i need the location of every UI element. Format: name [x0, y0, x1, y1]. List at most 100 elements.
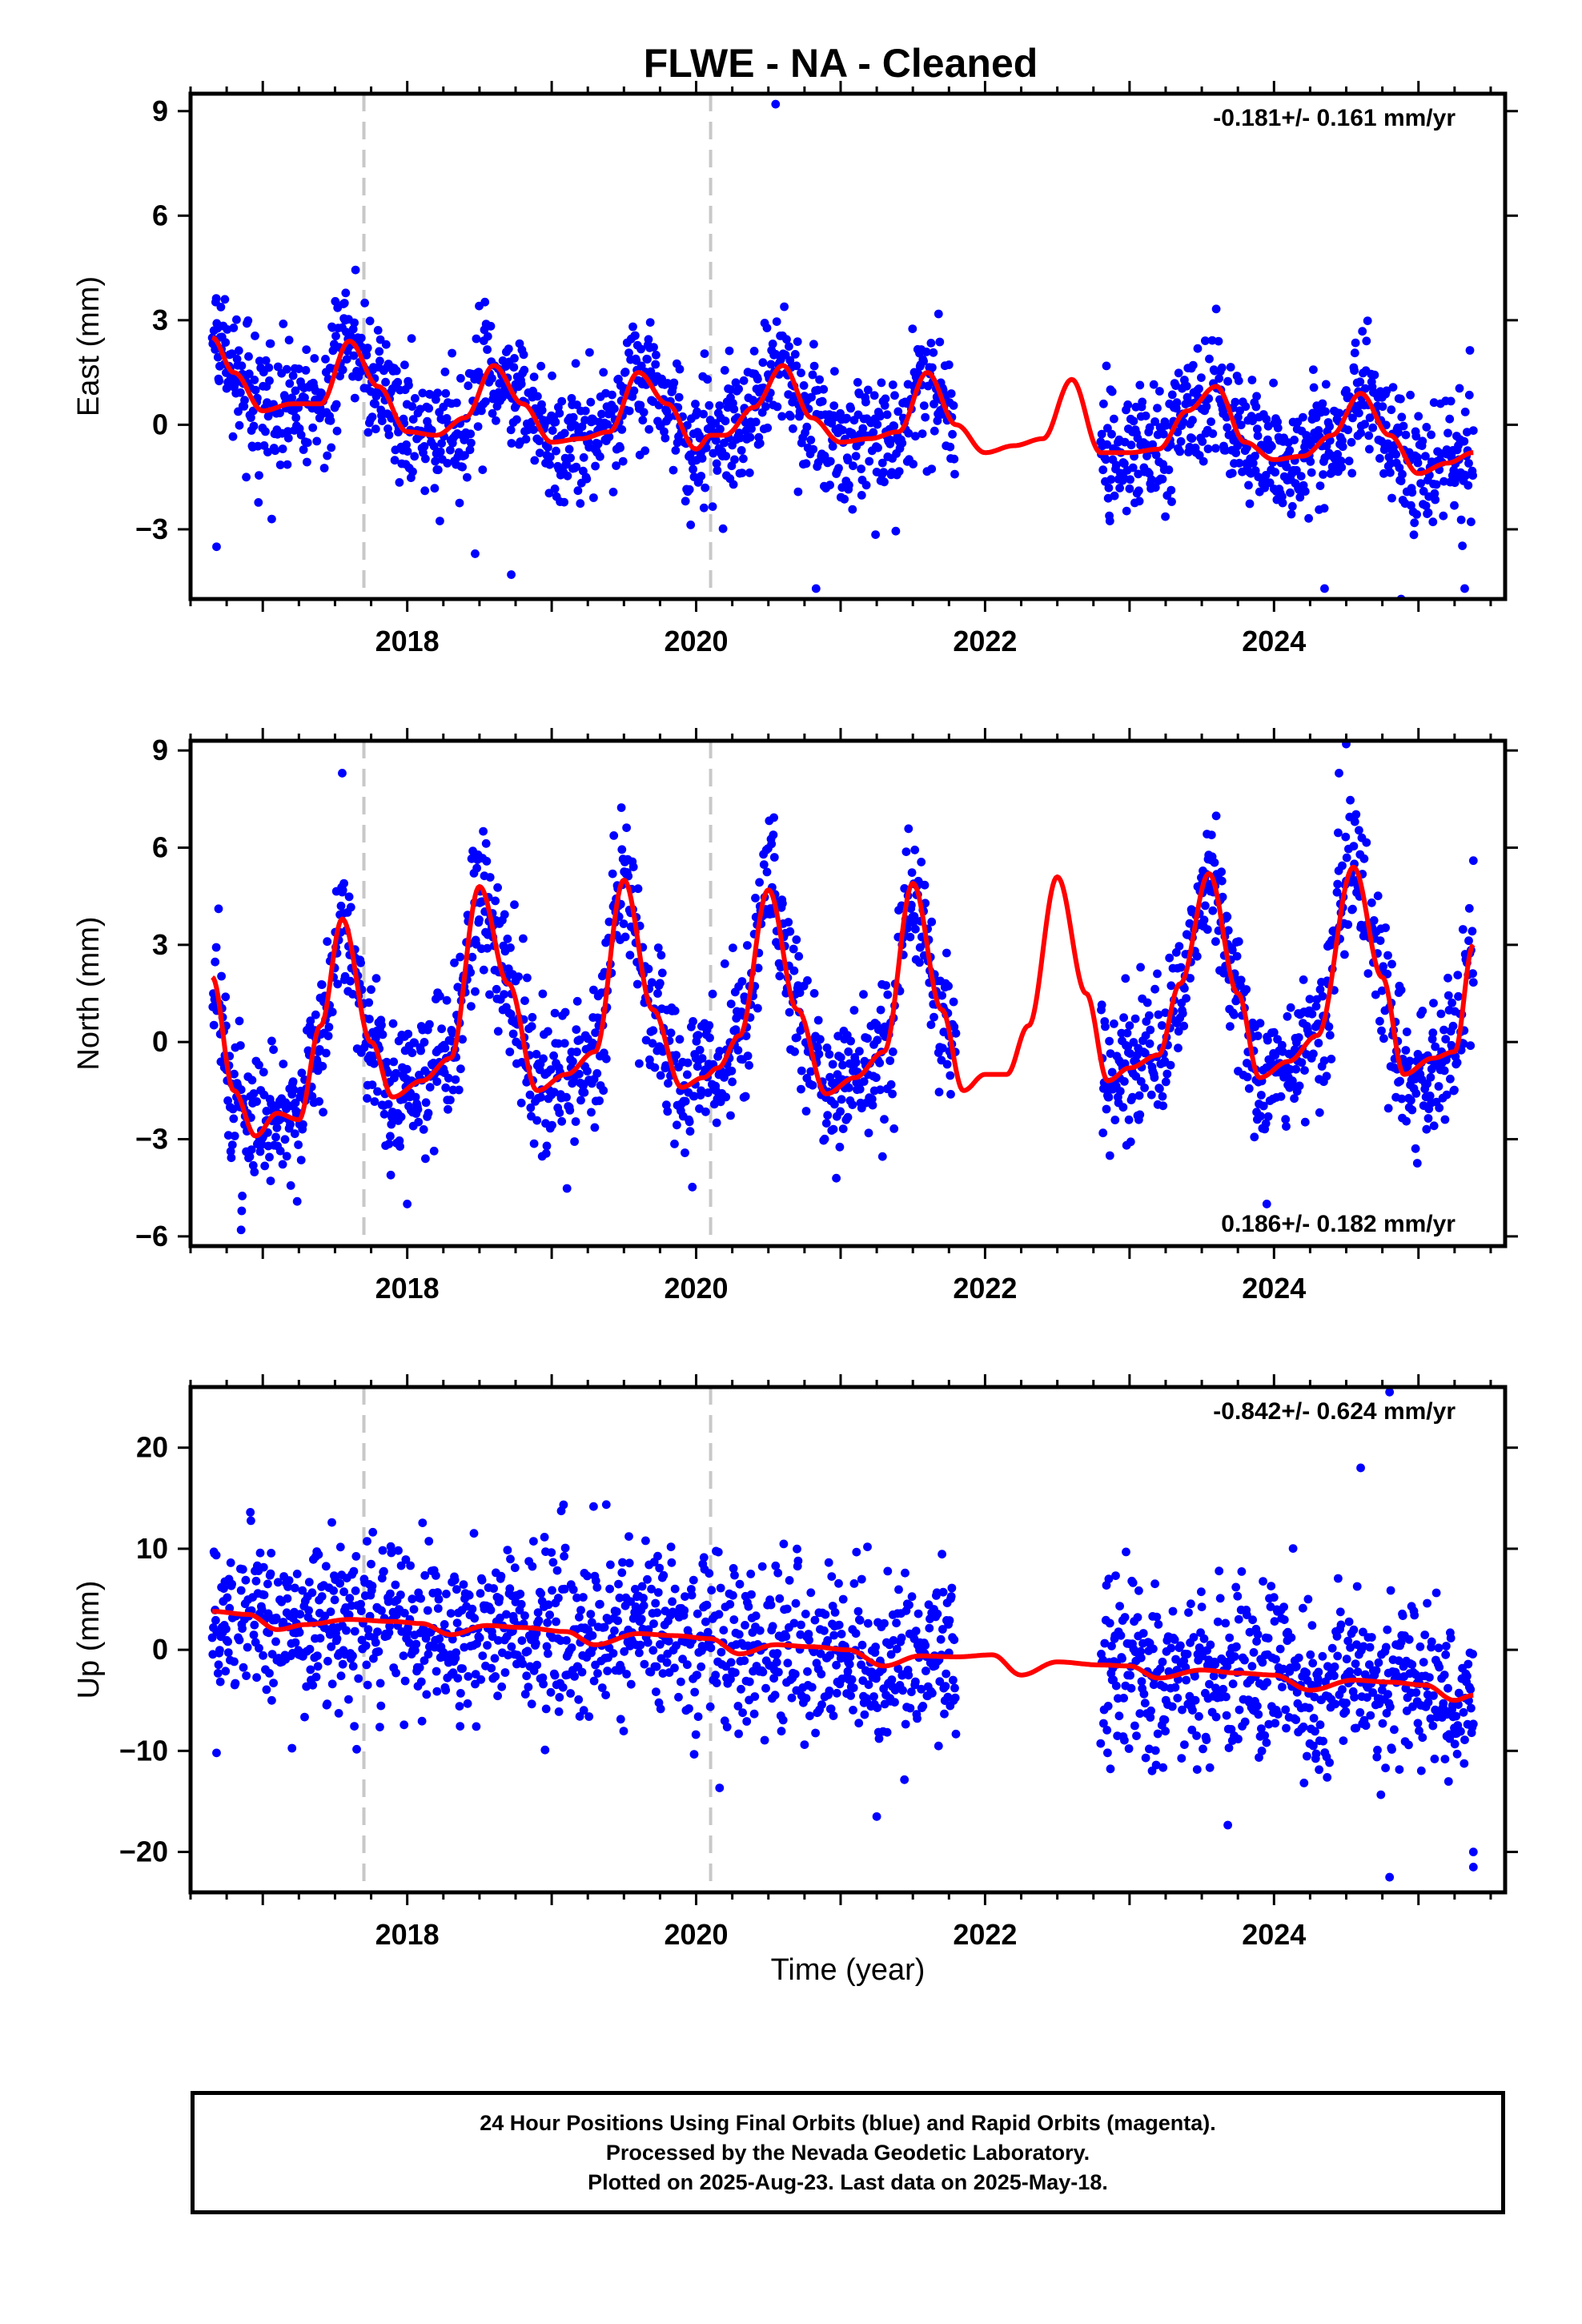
east-point [521, 435, 531, 444]
up-point [236, 1586, 246, 1595]
east-point [766, 360, 776, 369]
east-point [504, 344, 513, 353]
north-point [263, 1128, 272, 1137]
east-point [785, 356, 795, 365]
east-point [1261, 471, 1271, 480]
up-point [829, 1711, 838, 1720]
up-point [1132, 1731, 1141, 1741]
up-point [936, 1634, 946, 1644]
east-y-tick-label: 0 [152, 408, 168, 440]
up-point [845, 1652, 855, 1662]
north-point [1120, 1059, 1130, 1068]
up-point [894, 1585, 903, 1594]
up-point [300, 1712, 309, 1722]
up-point [691, 1730, 701, 1739]
up-point [1116, 1630, 1126, 1640]
up-point [223, 1637, 232, 1647]
north-point [1362, 838, 1371, 847]
east-point [1105, 517, 1114, 525]
up-point [1221, 1618, 1231, 1628]
east-point [418, 388, 428, 398]
east-point [1396, 394, 1405, 404]
up-point [950, 1635, 959, 1644]
up-point [849, 1579, 859, 1588]
north-point [1294, 1033, 1303, 1042]
east-point [660, 427, 669, 436]
north-point [829, 1124, 838, 1134]
up-point [719, 1626, 729, 1634]
north-point [441, 1083, 451, 1092]
north-point [211, 957, 220, 967]
up-point [716, 1583, 725, 1593]
up-point [238, 1624, 247, 1633]
east-point [881, 394, 890, 404]
east-point [793, 337, 802, 346]
east-point [1378, 402, 1387, 412]
east-point [1197, 373, 1206, 382]
up-point [255, 1643, 263, 1653]
north-point [689, 1092, 699, 1101]
north-point [836, 1053, 845, 1062]
north-point [546, 1065, 556, 1074]
north-point [483, 943, 492, 953]
north-point [697, 1086, 706, 1096]
up-point [546, 1687, 556, 1697]
up-point [500, 1668, 510, 1677]
up-point [1105, 1618, 1114, 1628]
north-point [1468, 978, 1478, 987]
east-point [629, 386, 639, 396]
east-plot-area [207, 94, 1478, 599]
north-point [1115, 1087, 1125, 1096]
north-point [1174, 1027, 1183, 1036]
up-point [685, 1704, 693, 1713]
north-point [1343, 920, 1353, 929]
north-point [792, 935, 801, 944]
up-point [226, 1558, 235, 1567]
north-point [755, 878, 764, 887]
up-point [615, 1593, 624, 1602]
north-point [681, 1096, 690, 1106]
east-point [1296, 472, 1306, 480]
north-point [339, 879, 348, 888]
east-point [492, 416, 500, 425]
north-point [872, 1073, 881, 1083]
east-point [652, 350, 661, 360]
east-point [253, 441, 263, 451]
east-point [877, 378, 886, 388]
up-point [371, 1638, 380, 1647]
up-point [643, 1574, 652, 1584]
up-point [722, 1723, 732, 1731]
north-point [550, 1008, 560, 1018]
up-point [778, 1715, 788, 1725]
north-point [888, 1089, 897, 1099]
east-point [560, 497, 568, 507]
east-point [772, 317, 781, 326]
north-point [542, 1141, 552, 1151]
east-point [608, 488, 618, 497]
north-point [705, 1021, 714, 1030]
up-point [1170, 1683, 1180, 1692]
up-point [570, 1672, 579, 1681]
up-point [1126, 1683, 1136, 1693]
east-point [853, 378, 862, 387]
east-point [251, 332, 259, 340]
up-point [713, 1547, 723, 1557]
east-point [1167, 390, 1177, 400]
east-point [1321, 380, 1331, 389]
east-point [381, 340, 391, 349]
north-point [670, 1006, 680, 1015]
up-point [1219, 1684, 1228, 1694]
east-point [1097, 429, 1106, 439]
north-point [946, 1090, 955, 1099]
up-point [773, 1649, 782, 1658]
north-point [575, 1069, 584, 1079]
east-point [886, 436, 895, 444]
north-point [421, 1098, 431, 1108]
east-point [232, 354, 242, 364]
up-point [433, 1604, 443, 1613]
east-point [545, 460, 554, 469]
up-point [641, 1536, 650, 1546]
up-point [1126, 1671, 1134, 1680]
up-point [1136, 1653, 1146, 1663]
east-point [1247, 376, 1257, 384]
